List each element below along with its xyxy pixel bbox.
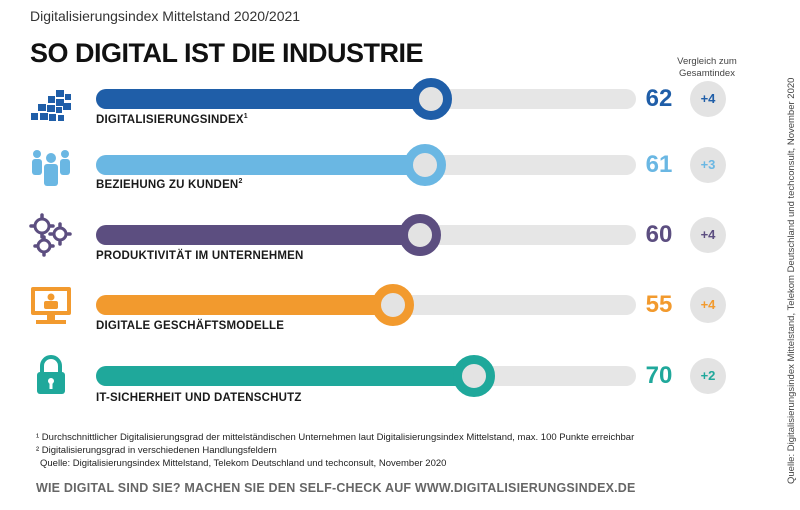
row-produktivitaet: PRODUKTIVITÄT IM UNTERNEHMEN 60 +4 [0, 213, 800, 276]
bar-track [96, 155, 636, 175]
row-value: 55 [645, 291, 673, 318]
row-value: 60 [645, 221, 673, 248]
bar-fill [96, 366, 474, 386]
footnote-1: ¹ Durchschnittlicher Digitalisierungsgra… [36, 432, 635, 443]
people-group-icon [32, 150, 70, 186]
row-value: 70 [645, 362, 673, 389]
bar-knob [399, 214, 441, 256]
gears-icon [29, 213, 72, 257]
row-digitale-geschaeftsmodelle: DIGITALE GESCHÄFTSMODELLE 55 +4 [0, 284, 800, 346]
bar-fill [96, 225, 420, 245]
row-beziehung-zu-kunden: BEZIEHUNG ZU KUNDEN2 61 +3 [0, 144, 800, 206]
bar-knob [404, 144, 446, 186]
comparison-header-line1: Vergleich zum [677, 56, 737, 67]
bar-knob [372, 284, 414, 326]
row-label: IT-SICHERHEIT UND DATENSCHUTZ [96, 391, 302, 404]
row-label: PRODUKTIVITÄT IM UNTERNEHMEN [96, 249, 304, 262]
bar-track [96, 89, 636, 109]
bar-fill [96, 155, 425, 175]
bar-knob [453, 355, 495, 397]
row-digitalisierungsindex: DIGITALISIERUNGSINDEX1 62 +4 [0, 78, 800, 140]
self-check-cta: WIE DIGITAL SIND SIE? MACHEN SIE DEN SEL… [36, 481, 636, 495]
row-label: DIGITALE GESCHÄFTSMODELLE [96, 319, 285, 332]
row-value: 62 [645, 85, 673, 112]
bar-fill [96, 295, 393, 315]
footnote-2: ² Digitalisierungsgrad in verschiedenen … [36, 445, 277, 456]
bar-knob [410, 78, 452, 120]
footnote-source: Quelle: Digitalisierungsindex Mittelstan… [40, 458, 447, 469]
comparison-header-line2: Gesamtindex [679, 68, 735, 79]
delta-badge: +3 [690, 147, 726, 183]
row-label: BEZIEHUNG ZU KUNDEN2 [96, 178, 243, 191]
chart-subtitle: Digitalisierungsindex Mittelstand 2020/2… [30, 8, 301, 24]
bar-fill [96, 89, 431, 109]
bar-track [96, 366, 636, 386]
bar-track [96, 295, 636, 315]
chart-title: SO DIGITAL IST DIE INDUSTRIE [30, 38, 424, 68]
padlock-icon [37, 355, 65, 394]
row-label: DIGITALISIERUNGSINDEX1 [96, 113, 248, 126]
delta-badge: +4 [690, 81, 726, 117]
grid-blocks-icon [31, 90, 71, 121]
delta-badge: +2 [690, 358, 726, 394]
vertical-source: Quelle: Digitalisierungsindex Mittelstan… [786, 77, 797, 484]
row-value: 61 [645, 151, 673, 178]
bar-track [96, 225, 636, 245]
delta-badge: +4 [690, 217, 726, 253]
monitor-user-icon [31, 287, 71, 324]
delta-badge: +4 [690, 287, 726, 323]
comparison-header: Vergleich zum Gesamtindex [670, 56, 744, 80]
row-it-sicherheit: IT-SICHERHEIT UND DATENSCHUTZ 70 +2 [0, 355, 800, 417]
